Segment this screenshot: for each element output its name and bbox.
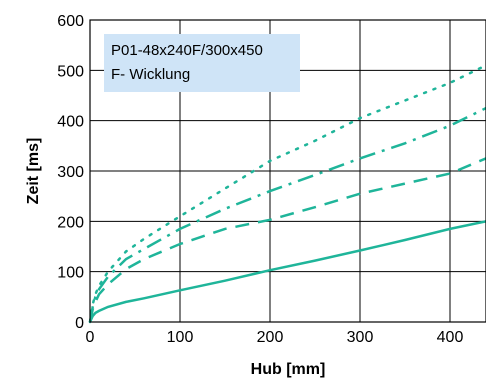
annotation-box: P01-48x240F/300x450 F- Wicklung	[104, 34, 300, 92]
x-tick-labels: 0 100 200 300 400	[86, 329, 464, 346]
series-line-dashdot	[88, 106, 486, 323]
y-tick-label: 400	[57, 114, 84, 131]
annotation-background	[104, 34, 300, 92]
x-axis-title: Hub [mm]	[251, 361, 326, 378]
y-tick-label: 300	[57, 164, 84, 181]
y-tick-label: 600	[57, 13, 84, 30]
y-tick-label: 0	[75, 315, 84, 332]
x-tick-label: 100	[167, 329, 194, 346]
y-tick-label: 100	[57, 265, 84, 282]
y-tick-label: 500	[57, 63, 84, 80]
series-line-solid	[88, 220, 486, 323]
y-tick-labels: 0 100 200 300 400 500 600	[57, 13, 84, 332]
x-tick-label: 200	[257, 329, 284, 346]
x-tick-label: 400	[437, 329, 464, 346]
annotation-line-2: F- Wicklung	[111, 66, 190, 83]
plot-frame	[89, 19, 486, 323]
series-group	[88, 64, 486, 324]
series-line-dotted	[88, 64, 486, 324]
series-line-dashed	[88, 157, 486, 323]
x-tick-label: 0	[86, 329, 95, 346]
y-tick-label: 200	[57, 214, 84, 231]
annotation-line-1: P01-48x240F/300x450	[111, 42, 263, 59]
y-axis-title: Zeit [ms]	[25, 138, 42, 205]
x-tick-label: 300	[347, 329, 374, 346]
